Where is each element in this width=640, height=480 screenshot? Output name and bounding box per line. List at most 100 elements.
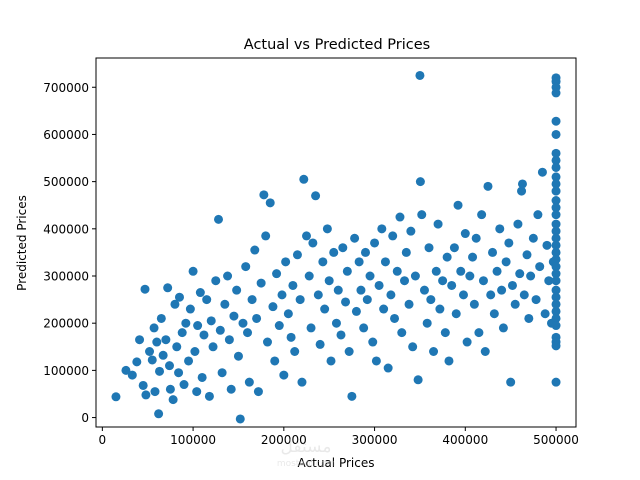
data-point: [453, 200, 463, 210]
data-point: [290, 347, 300, 356]
data-point: [495, 224, 505, 234]
data-point: [533, 210, 543, 220]
data-point: [165, 361, 174, 371]
data-point: [311, 191, 321, 201]
data-point: [347, 391, 357, 401]
data-point: [365, 271, 375, 281]
x-axis-label: Actual Prices: [298, 456, 375, 470]
data-point: [474, 328, 484, 338]
data-point: [272, 269, 282, 279]
data-point: [326, 356, 336, 366]
data-point: [132, 357, 142, 367]
data-point: [208, 342, 218, 352]
data-point: [331, 318, 341, 328]
data-point: [465, 271, 475, 281]
data-point: [318, 257, 328, 267]
data-point: [174, 368, 184, 378]
data-point: [438, 276, 448, 286]
data-point: [551, 186, 561, 196]
data-point: [193, 321, 203, 331]
data-point: [220, 299, 230, 309]
data-point: [145, 347, 155, 356]
data-point: [350, 233, 360, 243]
data-point: [315, 339, 325, 349]
data-point: [238, 318, 248, 328]
data-point: [292, 250, 302, 260]
data-point: [338, 243, 348, 253]
data-point: [424, 243, 434, 253]
data-point: [480, 347, 490, 356]
data-point: [299, 174, 309, 184]
data-point: [184, 356, 194, 366]
data-point: [383, 363, 393, 373]
data-point: [544, 276, 554, 286]
data-point: [551, 247, 561, 257]
data-point: [370, 238, 380, 248]
data-point: [506, 377, 516, 387]
data-point: [471, 233, 481, 243]
data-point: [551, 129, 561, 139]
data-point: [469, 299, 479, 309]
data-point: [460, 229, 470, 239]
data-point: [243, 328, 253, 338]
data-point: [526, 271, 536, 281]
data-point: [551, 203, 561, 213]
data-point: [395, 212, 405, 222]
data-point: [540, 309, 550, 319]
data-point: [297, 377, 307, 387]
data-point: [341, 297, 351, 307]
data-point: [256, 278, 266, 288]
plot-area-frame: [95, 57, 577, 428]
data-point: [551, 269, 561, 279]
data-point: [163, 283, 173, 293]
data-point: [517, 186, 527, 196]
data-point: [320, 304, 330, 314]
data-point: [274, 321, 284, 331]
data-point: [374, 280, 384, 290]
data-point: [313, 290, 323, 300]
data-point: [551, 292, 561, 302]
data-point: [232, 285, 242, 295]
y-tick-label: 500000: [43, 175, 89, 189]
data-point: [281, 257, 291, 267]
data-point: [551, 179, 561, 189]
data-point: [551, 196, 561, 205]
data-point: [442, 252, 452, 262]
data-point: [488, 247, 498, 257]
x-tick-label: 300000: [352, 433, 398, 447]
data-point: [551, 88, 561, 98]
data-point: [206, 316, 216, 326]
data-point: [415, 177, 425, 187]
data-point: [362, 295, 372, 305]
data-point: [426, 295, 436, 305]
data-point: [497, 285, 507, 295]
points-layer: [111, 70, 561, 424]
data-point: [377, 224, 387, 234]
data-point: [404, 299, 414, 309]
data-point: [181, 318, 191, 328]
data-point: [401, 247, 411, 257]
data-point: [138, 380, 148, 390]
data-point: [551, 172, 561, 182]
data-point: [155, 366, 165, 376]
data-point: [140, 284, 150, 294]
data-point: [478, 276, 488, 286]
data-point: [149, 323, 159, 333]
data-point: [308, 238, 318, 248]
data-point: [419, 285, 429, 295]
data-point: [551, 377, 561, 387]
data-point: [422, 318, 432, 328]
data-point: [408, 342, 418, 352]
x-tick-label: 0: [99, 433, 107, 447]
data-point: [360, 247, 370, 257]
data-point: [449, 243, 459, 253]
data-point: [498, 323, 508, 333]
data-point: [127, 370, 137, 380]
y-axis: 0 100000 200000 300000 400000 500000 600000 700…: [43, 81, 96, 425]
data-point: [322, 224, 332, 234]
data-point: [386, 290, 396, 300]
data-point: [195, 288, 205, 298]
data-point: [217, 368, 227, 378]
data-point: [504, 238, 514, 248]
